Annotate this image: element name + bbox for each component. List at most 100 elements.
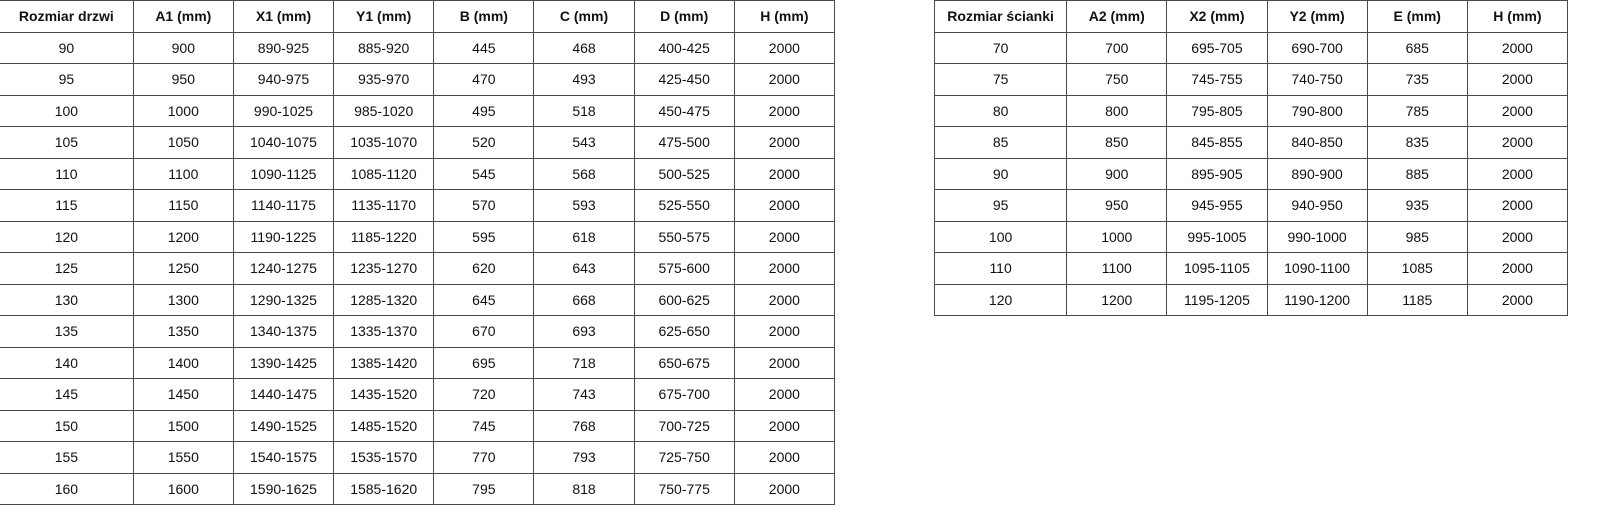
table-cell: 985 — [1366, 220, 1468, 253]
table-cell: 840-850 — [1266, 126, 1368, 159]
table-cell: 2000 — [733, 94, 836, 127]
table-cell: 1490-1525 — [232, 409, 335, 442]
column-header: Rozmiar drzwi — [0, 0, 134, 33]
table-cell: 720 — [433, 378, 535, 411]
table-cell: 685 — [1366, 31, 1468, 64]
table-cell: 600-625 — [633, 283, 735, 316]
table-cell: 770 — [433, 441, 535, 474]
table-row: 100 1000 995-1005 990-1000 985 2000 — [933, 220, 1569, 253]
table-cell: 1050 — [132, 126, 234, 159]
column-header: H (mm) — [733, 0, 836, 33]
table-row: 95 950 945-955 940-950 935 2000 — [933, 189, 1569, 222]
table-cell: 1400 — [132, 346, 234, 379]
table-cell: 990-1025 — [232, 94, 335, 127]
table-cell: 1195-1205 — [1166, 283, 1268, 316]
table-cell: 493 — [533, 63, 635, 96]
table-cell: 125 — [0, 252, 134, 285]
table-cell: 750-775 — [633, 472, 735, 505]
table-cell: 1190-1225 — [232, 220, 335, 253]
table-cell: 545 — [433, 157, 535, 190]
table-cell: 845-855 — [1166, 126, 1268, 159]
table-cell: 700 — [1066, 31, 1168, 64]
table-cell: 690-700 — [1266, 31, 1368, 64]
table-cell: 90 — [933, 157, 1068, 190]
table-cell: 1095-1105 — [1166, 252, 1268, 285]
table-cell: 1200 — [1066, 283, 1168, 316]
table-cell: 2000 — [733, 283, 836, 316]
table-cell: 625-650 — [633, 315, 735, 348]
column-header: B (mm) — [433, 0, 535, 33]
table-cell: 2000 — [733, 189, 836, 222]
table-cell: 1140-1175 — [232, 189, 335, 222]
table-cell: 1390-1425 — [232, 346, 335, 379]
table-cell: 2000 — [733, 472, 836, 505]
table-cell: 543 — [533, 126, 635, 159]
table-cell: 695-705 — [1166, 31, 1268, 64]
table-cell: 1300 — [132, 283, 234, 316]
table-cell: 718 — [533, 346, 635, 379]
table-cell: 890-900 — [1266, 157, 1368, 190]
table-cell: 135 — [0, 315, 134, 348]
table-cell: 90 — [0, 31, 134, 64]
table-cell: 1385-1420 — [333, 346, 435, 379]
table-row: 105 1050 1040-1075 1035-1070 520 543 475-500 20… — [0, 126, 836, 159]
table-cell: 570 — [433, 189, 535, 222]
table-cell: 695 — [433, 346, 535, 379]
table-cell: 1540-1575 — [232, 441, 335, 474]
table-cell: 793 — [533, 441, 635, 474]
table-cell: 520 — [433, 126, 535, 159]
table-cell: 895-905 — [1166, 157, 1268, 190]
table-cell: 1285-1320 — [333, 283, 435, 316]
table-row: 90 900 890-925 885-920 445 468 400-425 2000 — [0, 31, 836, 64]
table-cell: 500-525 — [633, 157, 735, 190]
table-cell: 950 — [132, 63, 234, 96]
table-cell: 100 — [933, 220, 1068, 253]
table-cell: 140 — [0, 346, 134, 379]
table-cell: 115 — [0, 189, 134, 222]
column-header: H (mm) — [1466, 0, 1569, 33]
table-cell: 818 — [533, 472, 635, 505]
table-cell: 2000 — [733, 220, 836, 253]
table-cell: 468 — [533, 31, 635, 64]
table-cell: 885 — [1366, 157, 1468, 190]
table-row: 155 1550 1540-1575 1535-1570 770 793 725-750 20… — [0, 441, 836, 474]
table-cell: 795 — [433, 472, 535, 505]
table-cell: 790-800 — [1266, 94, 1368, 127]
table-cell: 595 — [433, 220, 535, 253]
table-cell: 2000 — [733, 63, 836, 96]
table-cell: 650-675 — [633, 346, 735, 379]
table-cell: 2000 — [733, 409, 836, 442]
table-cell: 643 — [533, 252, 635, 285]
table-cell: 2000 — [1466, 220, 1569, 253]
table-cell: 145 — [0, 378, 134, 411]
table-cell: 2000 — [1466, 252, 1569, 285]
table-cell: 120 — [933, 283, 1068, 316]
table-cell: 2000 — [1466, 157, 1569, 190]
table-cell: 745-755 — [1166, 63, 1268, 96]
table-cell: 2000 — [1466, 126, 1569, 159]
table-cell: 525-550 — [633, 189, 735, 222]
column-header: E (mm) — [1366, 0, 1468, 33]
table-cell: 885-920 — [333, 31, 435, 64]
column-header: D (mm) — [633, 0, 735, 33]
table-cell: 1500 — [132, 409, 234, 442]
table-cell: 1185-1220 — [333, 220, 435, 253]
table-cell: 1340-1375 — [232, 315, 335, 348]
table-row: 120 1200 1195-1205 1190-1200 1185 2000 — [933, 283, 1569, 316]
table-cell: 850 — [1066, 126, 1168, 159]
table-cell: 1185 — [1366, 283, 1468, 316]
header-row: Rozmiar ścianki A2 (mm) X2 (mm) Y2 (mm) E (m… — [933, 0, 1569, 33]
table-cell: 105 — [0, 126, 134, 159]
table-cell: 740-750 — [1266, 63, 1368, 96]
table-row: 100 1000 990-1025 985-1020 495 518 450-475 2000 — [0, 94, 836, 127]
table-cell: 1100 — [1066, 252, 1168, 285]
table-cell: 900 — [1066, 157, 1168, 190]
table-cell: 945-955 — [1166, 189, 1268, 222]
table-cell: 2000 — [1466, 63, 1569, 96]
table-cell: 1000 — [1066, 220, 1168, 253]
table-cell: 85 — [933, 126, 1068, 159]
table-cell: 575-600 — [633, 252, 735, 285]
table-cell: 940-950 — [1266, 189, 1368, 222]
table-cell: 645 — [433, 283, 535, 316]
table-row: 110 1100 1095-1105 1090-1100 1085 2000 — [933, 252, 1569, 285]
